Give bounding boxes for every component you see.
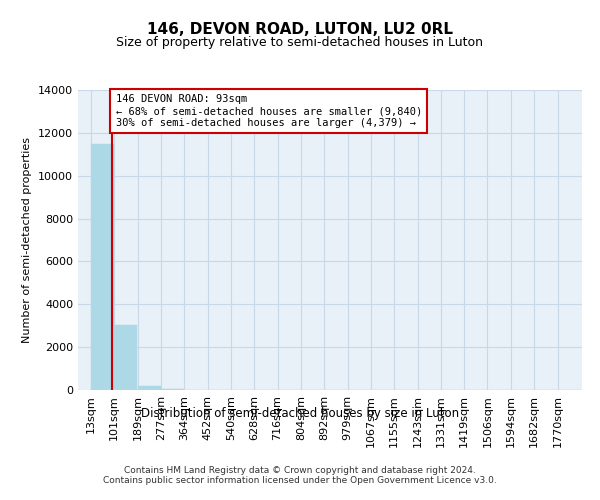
Bar xyxy=(91,144,114,390)
Bar xyxy=(114,324,137,390)
Text: Size of property relative to semi-detached houses in Luton: Size of property relative to semi-detach… xyxy=(116,36,484,49)
Text: Contains HM Land Registry data © Crown copyright and database right 2024.: Contains HM Land Registry data © Crown c… xyxy=(124,466,476,475)
Text: 146, DEVON ROAD, LUTON, LU2 0RL: 146, DEVON ROAD, LUTON, LU2 0RL xyxy=(147,22,453,38)
Text: Distribution of semi-detached houses by size in Luton: Distribution of semi-detached houses by … xyxy=(141,408,459,420)
Bar xyxy=(137,386,161,390)
Text: 146 DEVON ROAD: 93sqm
← 68% of semi-detached houses are smaller (9,840)
30% of s: 146 DEVON ROAD: 93sqm ← 68% of semi-deta… xyxy=(116,94,422,128)
Text: Contains public sector information licensed under the Open Government Licence v3: Contains public sector information licen… xyxy=(103,476,497,485)
Y-axis label: Number of semi-detached properties: Number of semi-detached properties xyxy=(22,137,32,343)
Bar xyxy=(161,389,184,390)
